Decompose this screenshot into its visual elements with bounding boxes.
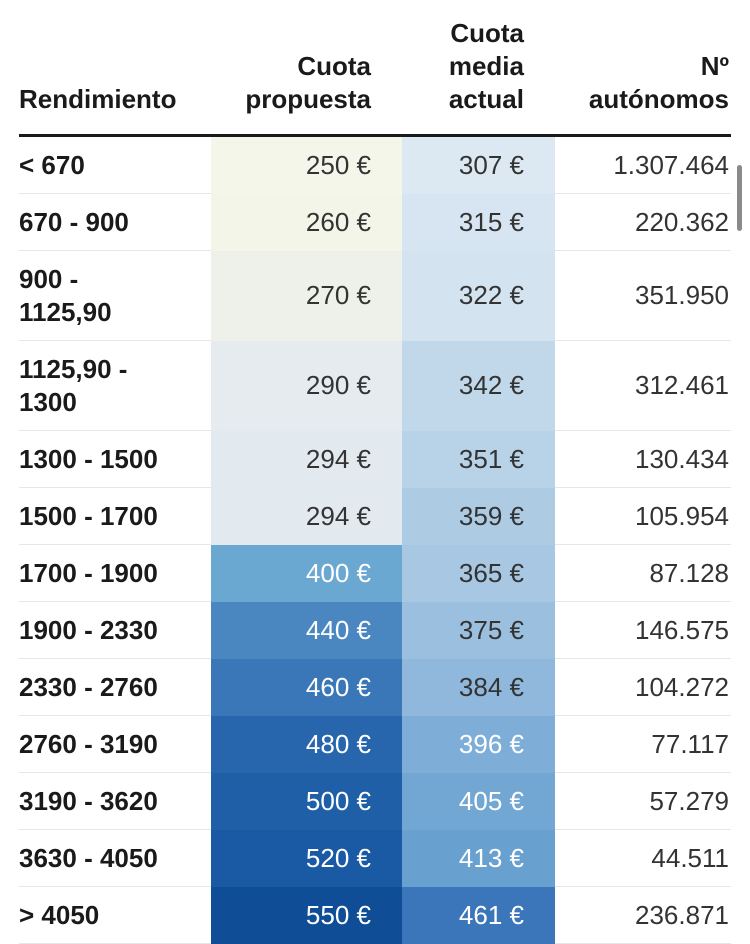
cell-cuota-propuesta: 270 € xyxy=(211,250,402,341)
cell-cuota-media-actual: 322 € xyxy=(402,250,555,341)
cell-num-autonomos: 77.117 xyxy=(555,715,731,773)
header-cuota-media-actual-line: Cuota xyxy=(450,18,524,48)
header-num-autonomos-line: autónomos xyxy=(588,84,729,114)
cell-rendimiento: 1300 - 1500 xyxy=(19,430,211,488)
cell-cuota-media-actual: 405 € xyxy=(402,772,555,830)
cell-rendimiento-text: < 670 xyxy=(19,149,85,180)
cell-rendimiento: < 670 xyxy=(19,134,211,194)
cell-num-autonomos: 312.461 xyxy=(555,340,731,431)
cell-rendimiento: 3630 - 4050 xyxy=(19,829,211,887)
quota-table: Rendimiento Cuota propuesta Cuota media … xyxy=(19,0,731,944)
cell-rendimiento-text: 1300 - 1500 xyxy=(19,443,158,474)
cell-num-autonomos: 104.272 xyxy=(555,658,731,716)
cell-rendimiento-text: 1500 - 1700 xyxy=(19,500,158,531)
cell-cuota-propuesta: 400 € xyxy=(211,544,402,602)
cell-rendimiento-text: 1125,90 xyxy=(19,296,112,327)
cell-cuota-media-actual: 461 € xyxy=(402,886,555,944)
cell-num-autonomos: 87.128 xyxy=(555,544,731,602)
cell-cuota-propuesta: 260 € xyxy=(211,193,402,251)
cell-cuota-media-actual: 351 € xyxy=(402,430,555,488)
cell-cuota-propuesta: 480 € xyxy=(211,715,402,773)
cell-cuota-propuesta: 294 € xyxy=(211,430,402,488)
header-cuota-media-actual: Cuota media actual xyxy=(402,0,555,137)
cell-rendimiento-text: > 4050 xyxy=(19,899,100,930)
header-cuota-propuesta-line: propuesta xyxy=(245,84,371,114)
table-row: 3630 - 4050 520 €413 €44.511 xyxy=(19,829,731,887)
cell-rendimiento-text: 3630 - 4050 xyxy=(19,842,158,873)
cell-rendimiento: 1900 - 2330 xyxy=(19,601,211,659)
cell-cuota-media-actual: 384 € xyxy=(402,658,555,716)
cell-num-autonomos: 44.511 xyxy=(555,829,731,887)
table-row: 900 -1125,90 270 €322 €351.950 xyxy=(19,250,731,341)
cell-rendimiento: 900 -1125,90 xyxy=(19,250,211,341)
cell-rendimiento: 670 - 900 xyxy=(19,193,211,251)
cell-rendimiento: 1700 - 1900 xyxy=(19,544,211,602)
table-row: 1700 - 1900 400 €365 €87.128 xyxy=(19,544,731,602)
cell-rendimiento: > 4050 xyxy=(19,886,211,944)
cell-rendimiento-text: 2330 - 2760 xyxy=(19,671,158,702)
table-row: < 670 250 €307 €1.307.464 xyxy=(19,134,731,194)
cell-num-autonomos: 130.434 xyxy=(555,430,731,488)
header-rendimiento-line: Rendimiento xyxy=(19,84,177,114)
table-row: 1300 - 1500 294 €351 €130.434 xyxy=(19,430,731,488)
header-cuota-propuesta: Cuota propuesta xyxy=(211,0,402,137)
cell-num-autonomos: 220.362 xyxy=(555,193,731,251)
header-cuota-propuesta-line: Cuota xyxy=(297,51,371,81)
cell-cuota-propuesta: 460 € xyxy=(211,658,402,716)
cell-cuota-propuesta: 550 € xyxy=(211,886,402,944)
cell-cuota-media-actual: 359 € xyxy=(402,487,555,545)
cell-rendimiento: 3190 - 3620 xyxy=(19,772,211,830)
cell-rendimiento-text: 1900 - 2330 xyxy=(19,614,158,645)
cell-cuota-media-actual: 307 € xyxy=(402,134,555,194)
table-row: 1900 - 2330 440 €375 €146.575 xyxy=(19,601,731,659)
table-row: 2760 - 3190 480 €396 €77.117 xyxy=(19,715,731,773)
cell-rendimiento-text: 2760 - 3190 xyxy=(19,728,158,759)
cell-cuota-propuesta: 250 € xyxy=(211,134,402,194)
table-row: 2330 - 2760 460 €384 €104.272 xyxy=(19,658,731,716)
cell-cuota-propuesta: 520 € xyxy=(211,829,402,887)
cell-num-autonomos: 146.575 xyxy=(555,601,731,659)
table-row: > 4050 550 €461 €236.871 xyxy=(19,886,731,944)
cell-num-autonomos: 236.871 xyxy=(555,886,731,944)
cell-cuota-media-actual: 396 € xyxy=(402,715,555,773)
cell-rendimiento-text: 1700 - 1900 xyxy=(19,557,158,588)
table-row: 1500 - 1700 294 €359 €105.954 xyxy=(19,487,731,545)
cell-cuota-propuesta: 440 € xyxy=(211,601,402,659)
cell-rendimiento: 2760 - 3190 xyxy=(19,715,211,773)
cell-rendimiento-text: 1125,90 - xyxy=(19,353,128,384)
table-header-row: Rendimiento Cuota propuesta Cuota media … xyxy=(19,0,731,137)
cell-cuota-propuesta: 500 € xyxy=(211,772,402,830)
cell-num-autonomos: 1.307.464 xyxy=(555,134,731,194)
cell-cuota-media-actual: 375 € xyxy=(402,601,555,659)
header-num-autonomos: Nº autónomos xyxy=(555,0,731,137)
table-row: 670 - 900 260 €315 €220.362 xyxy=(19,193,731,251)
cell-rendimiento-text: 3190 - 3620 xyxy=(19,785,158,816)
vertical-scrollbar-thumb[interactable] xyxy=(737,165,742,231)
cell-cuota-propuesta: 294 € xyxy=(211,487,402,545)
cell-num-autonomos: 105.954 xyxy=(555,487,731,545)
header-rendimiento: Rendimiento xyxy=(19,0,211,137)
table-row: 1125,90 -1300 290 €342 €312.461 xyxy=(19,340,731,431)
table-body: < 670 250 €307 €1.307.464 670 - 900 260 €31… xyxy=(19,134,731,944)
cell-num-autonomos: 351.950 xyxy=(555,250,731,341)
cell-rendimiento-text: 670 - 900 xyxy=(19,206,129,237)
cell-rendimiento: 1125,90 -1300 xyxy=(19,340,211,431)
header-cuota-media-actual-line: actual xyxy=(448,84,524,114)
header-cuota-media-actual-line: media xyxy=(448,51,524,81)
table-row: 3190 - 3620 500 €405 €57.279 xyxy=(19,772,731,830)
cell-cuota-media-actual: 342 € xyxy=(402,340,555,431)
cell-cuota-media-actual: 413 € xyxy=(402,829,555,887)
cell-rendimiento-text: 900 - xyxy=(19,263,79,294)
cell-cuota-media-actual: 365 € xyxy=(402,544,555,602)
cell-cuota-propuesta: 290 € xyxy=(211,340,402,431)
cell-num-autonomos: 57.279 xyxy=(555,772,731,830)
cell-rendimiento-text: 1300 xyxy=(19,386,77,417)
cell-cuota-media-actual: 315 € xyxy=(402,193,555,251)
cell-rendimiento: 2330 - 2760 xyxy=(19,658,211,716)
cell-rendimiento: 1500 - 1700 xyxy=(19,487,211,545)
header-num-autonomos-line: Nº xyxy=(700,51,729,81)
